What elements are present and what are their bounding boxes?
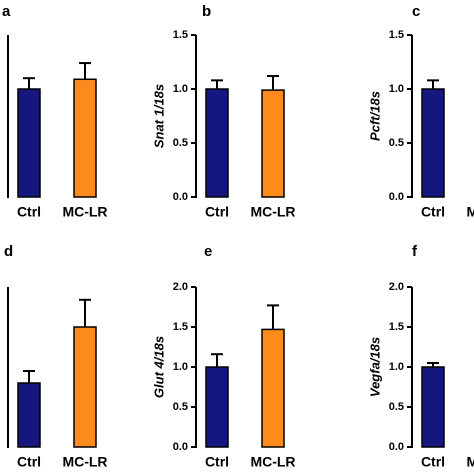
panel-label: f — [412, 243, 418, 260]
x-tick-label: MC-LR — [62, 204, 107, 220]
y-tick-label: 0.5 — [173, 401, 188, 413]
y-tick-label: 0.0 — [389, 441, 404, 453]
y-tick-label: 1.5 — [173, 321, 188, 333]
bar — [73, 78, 97, 198]
y-axis-label: Glut 4/18s — [151, 336, 166, 398]
x-tick-label: MC-LR — [466, 204, 474, 220]
panel-label: e — [204, 243, 212, 260]
x-tick-label: Ctrl — [205, 454, 229, 470]
y-tick-label: 0.5 — [389, 137, 404, 149]
bar — [261, 89, 285, 198]
y-axis-label: Pcft/18s — [367, 91, 382, 141]
y-tick-label: 1.0 — [173, 83, 188, 95]
panel-label: a — [2, 3, 11, 20]
bar — [205, 366, 229, 448]
y-tick-label: 1.5 — [389, 321, 404, 333]
y-axis-label: Vegfa/18s — [367, 337, 382, 397]
bar — [421, 366, 445, 448]
bar — [205, 88, 229, 198]
y-tick-label: 0.5 — [389, 401, 404, 413]
panel-label: c — [412, 3, 420, 20]
y-tick-label: 0.0 — [173, 441, 188, 453]
y-tick-label: 2.0 — [173, 281, 188, 293]
panel-label: b — [202, 3, 211, 20]
x-tick-label: Ctrl — [421, 204, 445, 220]
bar — [73, 326, 97, 448]
x-tick-label: Ctrl — [17, 204, 41, 220]
y-tick-label: 1.0 — [389, 83, 404, 95]
x-tick-label: Ctrl — [17, 454, 41, 470]
x-tick-label: Ctrl — [205, 204, 229, 220]
y-tick-label: 2.0 — [389, 281, 404, 293]
bar — [17, 382, 41, 448]
x-tick-label: MC-LR — [250, 204, 295, 220]
y-tick-label: 1.5 — [173, 29, 188, 41]
y-tick-label: 0.0 — [389, 191, 404, 203]
y-tick-label: 1.5 — [389, 29, 404, 41]
x-tick-label: Ctrl — [421, 454, 445, 470]
y-axis-label: Snat 1/18s — [151, 84, 166, 148]
x-tick-label: MC-LR — [250, 454, 295, 470]
bar — [421, 88, 445, 198]
y-tick-label: 0.5 — [173, 137, 188, 149]
x-tick-label: MC-LR — [466, 454, 474, 470]
x-tick-label: MC-LR — [62, 454, 107, 470]
y-tick-label: 1.0 — [173, 361, 188, 373]
panel-label: d — [4, 243, 13, 260]
y-tick-label: 1.0 — [389, 361, 404, 373]
bar — [17, 88, 41, 198]
bar — [261, 328, 285, 448]
y-tick-label: 0.0 — [173, 191, 188, 203]
